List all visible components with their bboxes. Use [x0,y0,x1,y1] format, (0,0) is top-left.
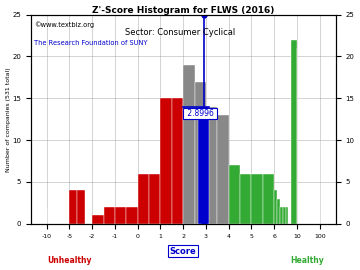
Bar [240,174,252,224]
Bar [263,174,274,224]
X-axis label: Score: Score [170,247,197,256]
Text: Healthy: Healthy [290,256,324,265]
Bar [285,207,288,224]
Bar [92,215,104,224]
Text: ©www.textbiz.org: ©www.textbiz.org [34,21,94,28]
Bar [252,174,263,224]
Bar [104,207,115,224]
Bar [183,65,194,224]
Title: Z'-Score Histogram for FLWS (2016): Z'-Score Histogram for FLWS (2016) [92,6,274,15]
Bar [217,115,229,224]
Text: Sector: Consumer Cyclical: Sector: Consumer Cyclical [125,28,235,37]
Bar [291,40,297,224]
Bar [198,107,210,224]
Bar [277,199,280,224]
Text: Unhealthy: Unhealthy [47,256,91,265]
Text: 2.8996: 2.8996 [185,109,216,118]
Bar [229,165,240,224]
Y-axis label: Number of companies (531 total): Number of companies (531 total) [5,67,10,171]
Bar [126,207,138,224]
Bar [149,174,161,224]
Bar [274,190,277,224]
Text: The Research Foundation of SUNY: The Research Foundation of SUNY [34,40,147,46]
Bar [69,190,77,224]
Bar [77,190,85,224]
Bar [138,174,149,224]
Bar [172,98,183,224]
Bar [161,98,172,224]
Bar [283,207,285,224]
Bar [206,107,217,224]
Bar [194,82,206,224]
Bar [115,207,126,224]
Bar [280,207,283,224]
